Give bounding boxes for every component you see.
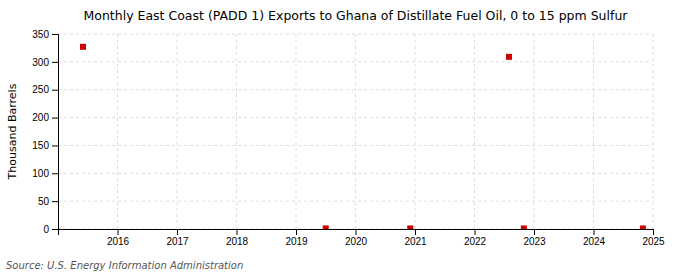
source: Source: U.S. Energy Information Administ… [6, 260, 243, 271]
x-tick: 2025 [642, 229, 665, 247]
y-tick: 300 [32, 57, 58, 68]
grid-line-x [117, 34, 118, 229]
x-tick: 2021 [404, 229, 427, 247]
y-axis-line [52, 35, 59, 230]
y-tick-mark [52, 229, 58, 230]
plot-area: 2016 2017 2018 2019 2020 2021 2022 2023 2024 2025… [32, 29, 665, 247]
grid-line-x [415, 34, 416, 229]
y-tick-label: 150 [32, 140, 49, 151]
grid-line-y [58, 173, 653, 174]
x-tick: 2018 [226, 229, 249, 247]
grid-line-y [58, 61, 653, 62]
point [521, 225, 527, 229]
x-tick: 2023 [523, 229, 546, 247]
y-tick-label: 350 [32, 29, 49, 40]
y-tick-label: 250 [32, 84, 49, 95]
grid-line-y [58, 117, 653, 118]
y-tick-mark [52, 90, 58, 91]
points [80, 44, 646, 229]
x-tick-mark [237, 229, 238, 235]
point [323, 225, 329, 229]
x-tick-mark [534, 229, 535, 235]
y-tick-mark [52, 62, 58, 63]
x-tick-label: 2017 [166, 236, 189, 247]
grid-line-y [58, 34, 653, 35]
y-tick: 100 [32, 168, 58, 179]
x-axis-line [59, 230, 654, 236]
grid-line-x [355, 34, 356, 229]
x-tick-label: 2018 [226, 236, 249, 247]
grid-line-x [593, 34, 594, 229]
x-tick-mark [296, 229, 297, 235]
y-tick-label: 300 [32, 57, 49, 68]
grid [58, 34, 653, 229]
y-tick: 150 [32, 140, 58, 151]
grid-line-y [58, 201, 653, 202]
grid-line-y [58, 145, 653, 146]
x-tick-mark [356, 229, 357, 235]
x-tick-label: 2024 [583, 236, 606, 247]
chart: 2016 2017 2018 2019 2020 2021 2022 2023 2024 2025… [0, 0, 675, 275]
grid-line-x [534, 34, 535, 229]
x-tick-label: 2021 [404, 236, 427, 247]
point [80, 44, 86, 50]
x-tick: 2017 [166, 229, 189, 247]
y-tick-label: 0 [43, 224, 49, 235]
x-tick-label: 2025 [642, 236, 665, 247]
x-tick: 2022 [464, 229, 487, 247]
point [506, 54, 512, 60]
x-tick-mark [118, 229, 119, 235]
grid-line-x [177, 34, 178, 229]
x-tick: 2024 [583, 229, 606, 247]
y-axis-label: Thousand Barrels [6, 83, 19, 180]
point [407, 225, 413, 229]
x-tick: 2016 [107, 229, 130, 247]
grid-line-x [296, 34, 297, 229]
x-tick: 2020 [345, 229, 368, 247]
x-tick-label: 2016 [107, 236, 130, 247]
y-tick-mark [52, 118, 58, 119]
grid-line-x [474, 34, 475, 229]
title: Monthly East Coast (PADD 1) Exports to G… [84, 8, 629, 23]
x-axis: 2016 2017 2018 2019 2020 2021 2022 2023 2024 2025 [59, 229, 666, 247]
y-tick: 200 [32, 112, 58, 123]
x-tick: 2019 [285, 229, 308, 247]
x-tick-mark [653, 229, 654, 235]
x-tick-mark [594, 229, 595, 235]
y-tick-mark [52, 145, 58, 146]
grid-line-y [58, 89, 653, 90]
point [640, 225, 646, 229]
y-tick: 350 [32, 29, 58, 40]
grid-line-x [236, 34, 237, 229]
x-tick-mark [415, 229, 416, 235]
x-tick-mark [177, 229, 178, 235]
y-tick-mark [52, 173, 58, 174]
x-tick-label: 2022 [464, 236, 487, 247]
y-tick-mark [52, 34, 58, 35]
y-tick: 250 [32, 84, 58, 95]
y-tick-mark [52, 201, 58, 202]
y-tick-label: 100 [32, 168, 49, 179]
y-tick: 50 [38, 196, 58, 207]
x-tick-label: 2023 [523, 236, 546, 247]
y-axis: 0 50 100 150 200 250 300 350 [32, 29, 58, 235]
y-tick-label: 50 [38, 196, 50, 207]
y-tick: 0 [43, 224, 58, 235]
x-tick-label: 2020 [345, 236, 368, 247]
x-tick-mark [475, 229, 476, 235]
grid-line-x [653, 34, 654, 229]
x-tick-label: 2019 [285, 236, 308, 247]
y-tick-label: 200 [32, 112, 49, 123]
